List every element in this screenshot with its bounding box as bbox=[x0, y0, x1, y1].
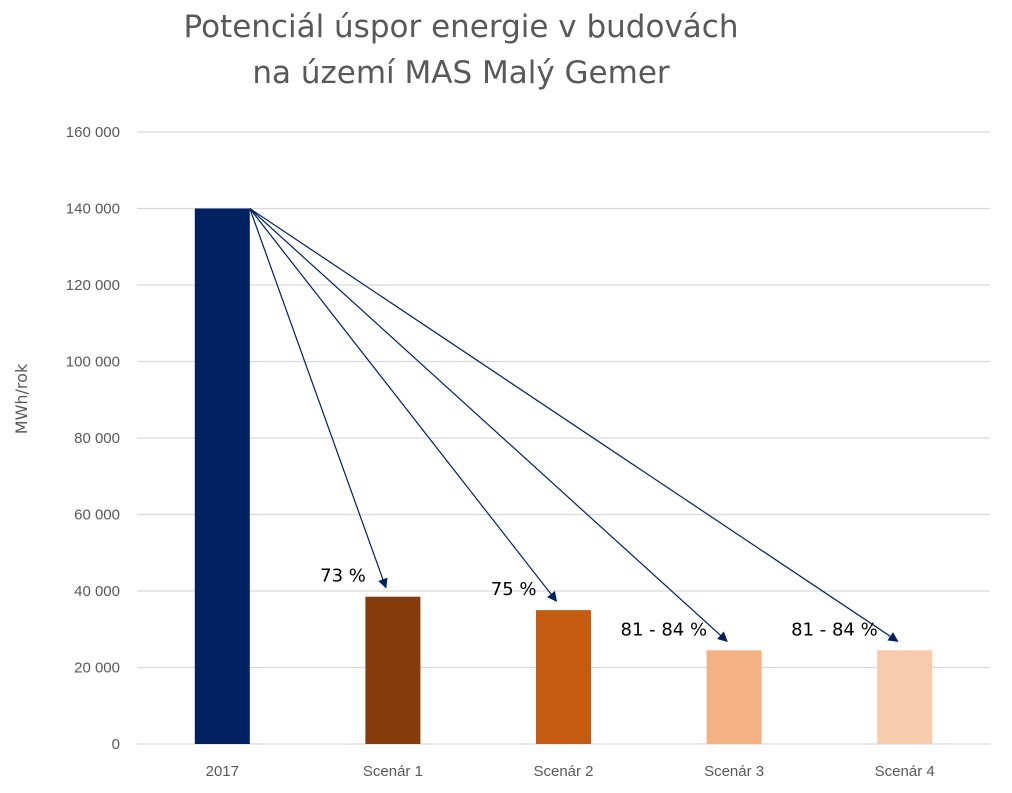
reduction-arrow bbox=[249, 208, 558, 602]
reduction-arrow bbox=[249, 208, 899, 642]
y-axis-title: MWh/rok bbox=[12, 363, 31, 434]
chart-title-line-1: Potenciál úspor energie v budovách bbox=[183, 9, 738, 45]
reduction-arrow bbox=[249, 208, 388, 589]
reduction-arrow bbox=[249, 208, 728, 642]
bar bbox=[877, 650, 933, 744]
y-tick-label: 160 000 bbox=[66, 124, 120, 141]
reduction-arrows bbox=[249, 208, 899, 642]
reduction-annotation: 75 % bbox=[491, 579, 537, 600]
y-tick-label: 0 bbox=[112, 736, 120, 753]
x-tick-label: Scenár 1 bbox=[363, 763, 423, 780]
bar bbox=[536, 610, 591, 744]
percentage-annotations: 73 % 75 % 81 - 84 % 81 - 84 % bbox=[320, 566, 878, 641]
y-tick-label: 80 000 bbox=[74, 430, 120, 447]
reduction-annotation: 81 - 84 % bbox=[791, 619, 878, 640]
bars bbox=[194, 208, 933, 744]
y-tick-label: 60 000 bbox=[74, 507, 120, 524]
chart-title-line-2: na území MAS Malý Gemer bbox=[252, 55, 670, 91]
reduction-annotation: 81 - 84 % bbox=[621, 619, 708, 640]
y-tick-label: 140 000 bbox=[66, 201, 120, 218]
bar bbox=[194, 208, 250, 744]
y-tick-label: 120 000 bbox=[66, 277, 120, 294]
gridlines bbox=[137, 131, 990, 745]
y-tick-label: 20 000 bbox=[74, 660, 120, 677]
reduction-annotation: 73 % bbox=[320, 566, 366, 587]
x-tick-label: 2017 bbox=[206, 763, 239, 780]
bar bbox=[706, 650, 762, 744]
y-tick-label: 40 000 bbox=[74, 583, 120, 600]
x-tick-label: Scenár 4 bbox=[875, 763, 935, 780]
x-tick-label: Scenár 2 bbox=[533, 763, 593, 780]
x-tick-label: Scenár 3 bbox=[704, 763, 764, 780]
y-axis-tick-labels: 0 20 000 40 000 60 000 80 000 100 000 120 000 1… bbox=[66, 124, 120, 753]
bar bbox=[365, 596, 421, 744]
x-axis-tick-labels: 2017 Scenár 1 Scenár 2 Scenár 3 Scenár 4 bbox=[206, 763, 935, 780]
y-tick-label: 100 000 bbox=[66, 354, 120, 371]
